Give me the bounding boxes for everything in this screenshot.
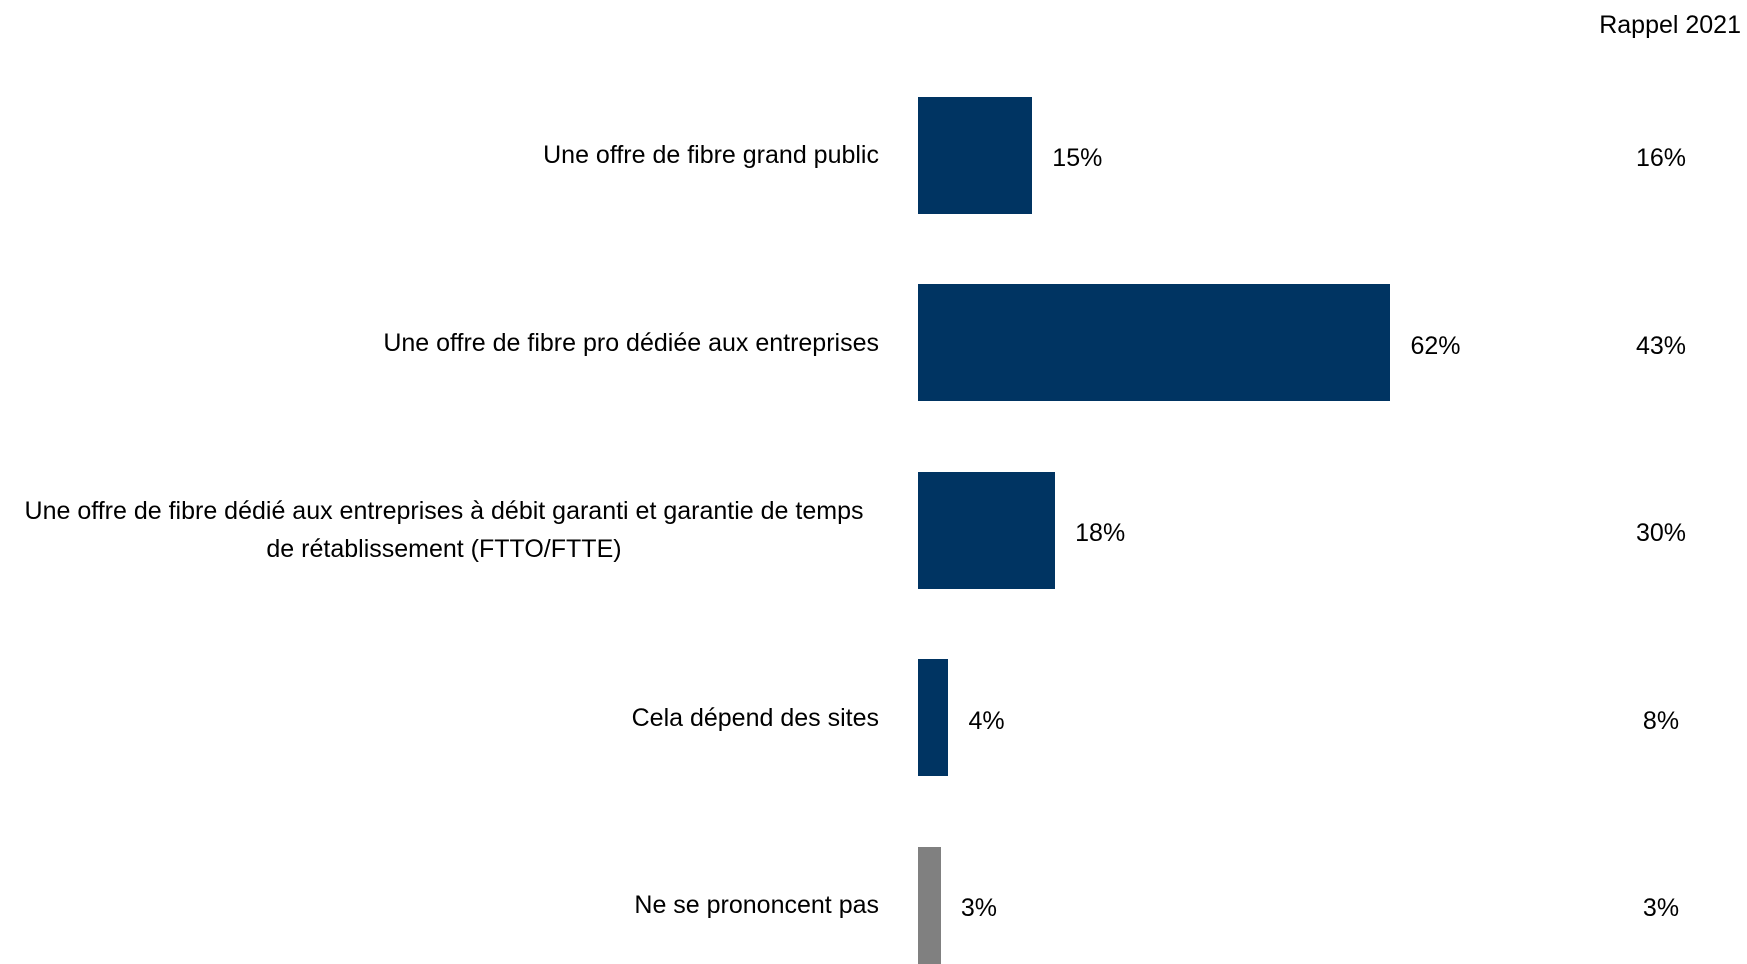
value-label: 3% (960, 894, 997, 922)
bar (918, 846, 941, 964)
comparison-label: 16% (1635, 144, 1687, 172)
category-label: Ne se prononcent pas (634, 891, 879, 919)
value-label: 18% (1075, 519, 1126, 547)
category-label: Cela dépend des sites (631, 703, 879, 732)
bar (918, 96, 1033, 214)
value-label: 15% (1052, 144, 1103, 172)
category-label: Une offre de fibre dédié aux entreprises… (24, 497, 864, 563)
category-label: Une offre de fibre grand public (543, 141, 879, 169)
comparison-label: 8% (1642, 706, 1680, 735)
comparison-label: 30% (1635, 519, 1687, 547)
comparison-label: 43% (1635, 331, 1687, 360)
category-label: Une offre de fibre pro dédiée aux entrep… (383, 328, 879, 357)
bar (918, 284, 1391, 401)
comparison-header: Rappel 2021 (1599, 11, 1741, 39)
value-label: 4% (968, 706, 1005, 735)
bar (918, 471, 1056, 589)
bar (918, 659, 949, 776)
comparison-label: 3% (1642, 894, 1680, 922)
value-label: 62% (1410, 331, 1461, 360)
